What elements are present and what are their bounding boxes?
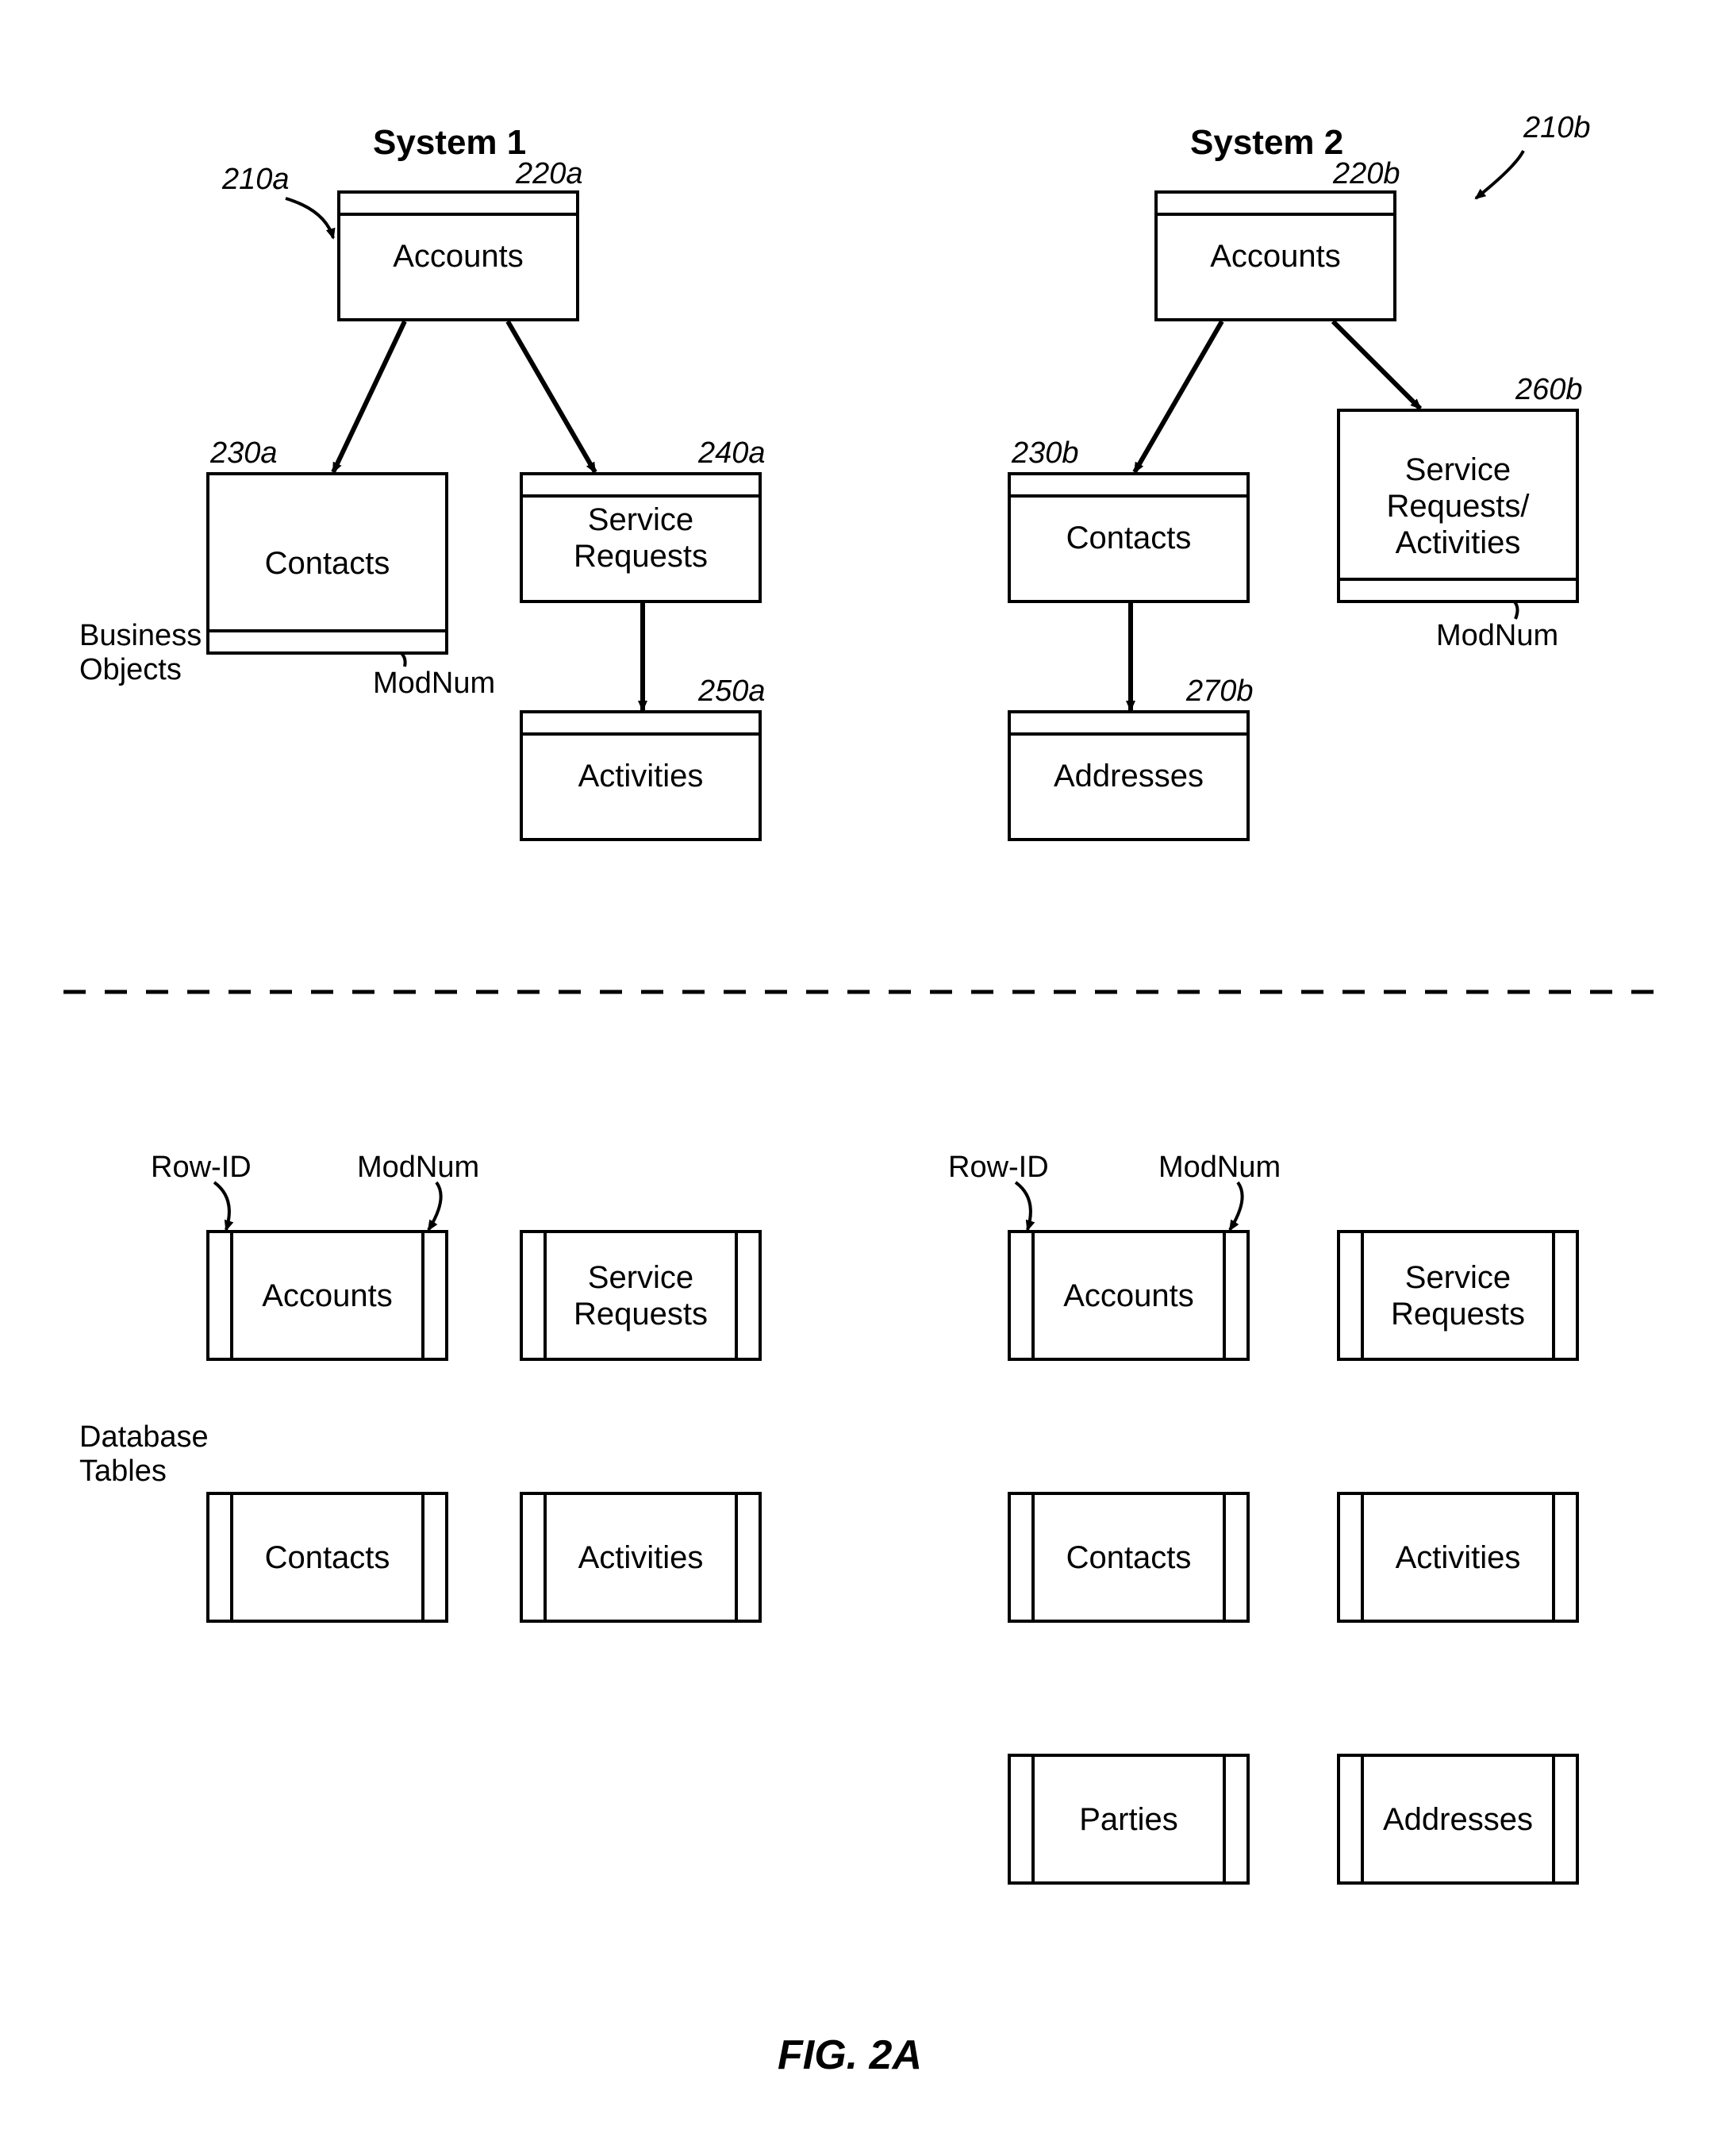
box-label: Activities — [572, 758, 710, 794]
box-label: Contacts — [1060, 520, 1198, 556]
figure-label: FIG. 2A — [778, 2031, 922, 2079]
db-sys1_svc_req: ServiceRequests — [520, 1230, 762, 1361]
box-label: Activities — [572, 1539, 710, 1576]
ref-270b: 270b — [1186, 674, 1254, 709]
figure-2a-diagram: System 1 System 2 210a 210b BusinessObjects D… — [32, 32, 1685, 2124]
db-sys1_accounts: Accounts — [206, 1230, 448, 1361]
ref-210a: 210a — [222, 163, 290, 197]
bo-sys1_activities: Activities — [520, 710, 762, 841]
box-label: ServiceRequests/Activities — [1380, 452, 1535, 561]
bo-sys2_svc_act: ServiceRequests/Activities — [1337, 409, 1579, 603]
bo-sys1_contacts: Contacts — [206, 472, 448, 655]
box-label: ServiceRequests — [567, 502, 714, 575]
bo-sys2_accounts: Accounts — [1154, 190, 1396, 321]
box-label: Contacts — [259, 545, 397, 582]
ann-modnum: ModNum — [373, 667, 495, 701]
ann-modnum: ModNum — [1158, 1151, 1281, 1185]
database-tables-label: DatabaseTables — [79, 1420, 209, 1489]
ref-210b: 210b — [1523, 111, 1591, 145]
box-label: Parties — [1073, 1801, 1185, 1838]
db-sys2_addresses: Addresses — [1337, 1754, 1579, 1885]
box-label: ServiceRequests — [567, 1259, 714, 1332]
box-label: Contacts — [1060, 1539, 1198, 1576]
ref-220b: 220b — [1333, 157, 1400, 191]
ref-250a: 250a — [698, 674, 766, 709]
ref-240a: 240a — [698, 436, 766, 471]
ann-modnum: ModNum — [357, 1151, 479, 1185]
ref-260b: 260b — [1515, 373, 1583, 407]
box-label: ServiceRequests — [1385, 1259, 1531, 1332]
ref-220a: 220a — [516, 157, 583, 191]
ann-row-id: Row-ID — [948, 1151, 1049, 1185]
system-2-title: System 2 — [1190, 123, 1343, 163]
db-sys1_contacts: Contacts — [206, 1492, 448, 1623]
business-objects-label: BusinessObjects — [79, 619, 202, 687]
ann-modnum: ModNum — [1436, 619, 1558, 653]
ann-row-id: Row-ID — [151, 1151, 252, 1185]
bo-sys1_svc_req: ServiceRequests — [520, 472, 762, 603]
box-label: Contacts — [259, 1539, 397, 1576]
box-label: Accounts — [386, 238, 530, 275]
box-label: Addresses — [1047, 758, 1210, 794]
db-sys2_contacts: Contacts — [1008, 1492, 1250, 1623]
box-label: Accounts — [255, 1278, 399, 1314]
db-sys2_svc_req: ServiceRequests — [1337, 1230, 1579, 1361]
db-sys2_accounts: Accounts — [1008, 1230, 1250, 1361]
box-label: Accounts — [1057, 1278, 1200, 1314]
system-1-title: System 1 — [373, 123, 526, 163]
bo-sys2_addresses: Addresses — [1008, 710, 1250, 841]
db-sys1_activities: Activities — [520, 1492, 762, 1623]
db-sys2_parties: Parties — [1008, 1754, 1250, 1885]
bo-sys2_contacts: Contacts — [1008, 472, 1250, 603]
ref-230a: 230a — [210, 436, 278, 471]
box-label: Addresses — [1377, 1801, 1539, 1838]
db-sys2_activities: Activities — [1337, 1492, 1579, 1623]
ref-230b: 230b — [1012, 436, 1079, 471]
bo-sys1_accounts: Accounts — [337, 190, 579, 321]
box-label: Activities — [1389, 1539, 1527, 1576]
box-label: Accounts — [1204, 238, 1347, 275]
